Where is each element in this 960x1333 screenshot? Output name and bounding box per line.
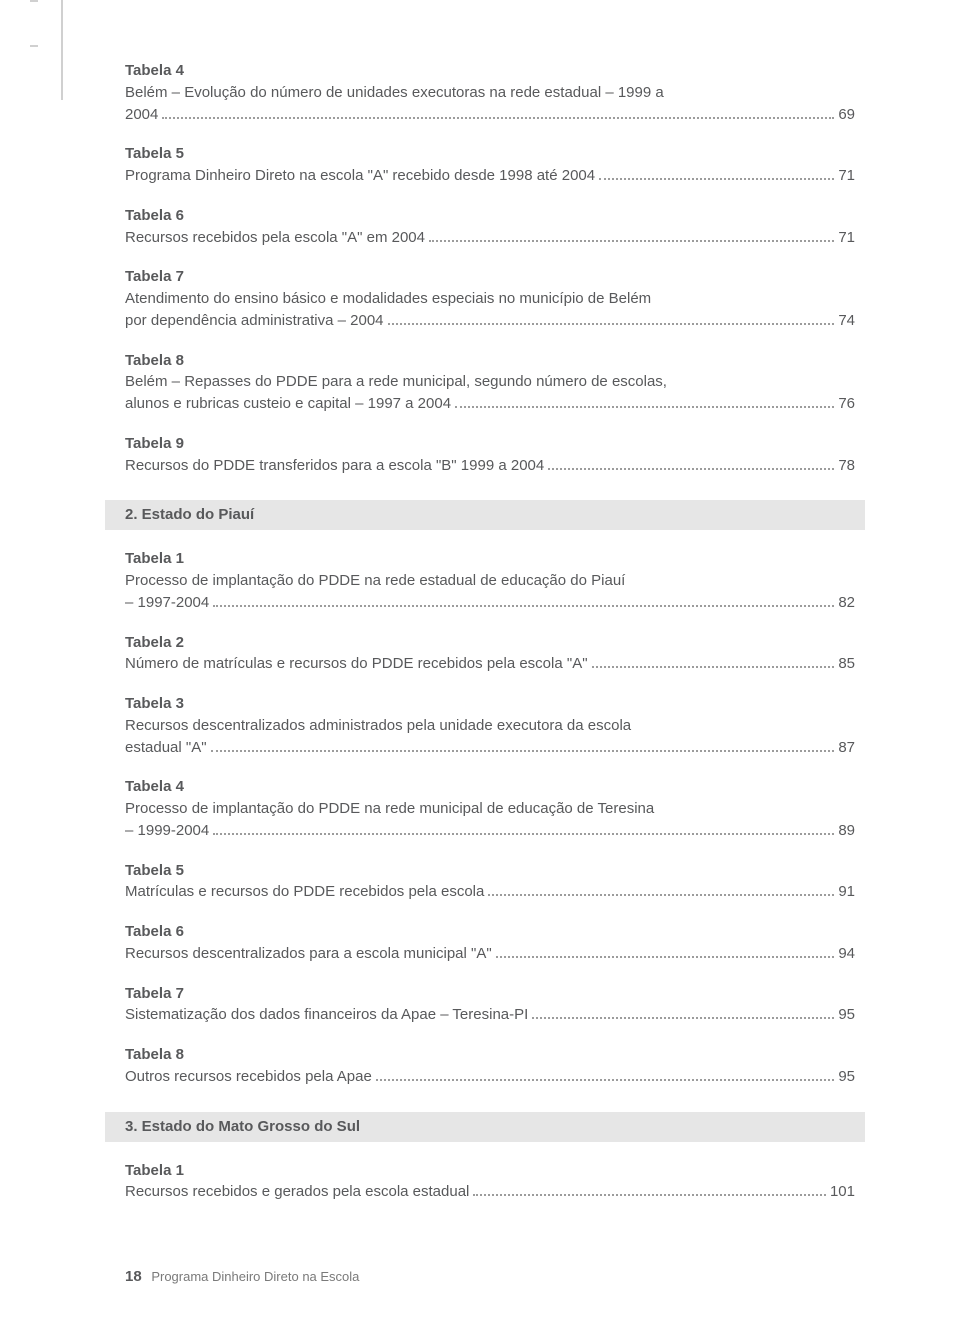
toc-entry-text: Processo de implantação do PDDE na rede … <box>125 570 855 592</box>
toc-leader-dots <box>162 117 834 119</box>
toc-entry: Tabela 8Outros recursos recebidos pela A… <box>125 1044 855 1088</box>
toc-leader-dots <box>599 178 834 180</box>
toc-entry-label: Tabela 9 <box>125 433 855 455</box>
toc-entry-text: Matrículas e recursos do PDDE recebidos … <box>125 881 484 903</box>
toc-leader-dots <box>532 1017 834 1019</box>
toc-entry-label: Tabela 8 <box>125 1044 855 1066</box>
toc-entry-page: 69 <box>838 104 855 126</box>
toc-entry-label: Tabela 4 <box>125 776 855 798</box>
toc-leader-dots <box>213 833 834 835</box>
margin-line <box>61 0 63 100</box>
toc-entry: Tabela 7Sistematização dos dados finance… <box>125 983 855 1027</box>
toc-entry-page: 78 <box>838 455 855 477</box>
toc-entry-text: Processo de implantação do PDDE na rede … <box>125 798 855 820</box>
toc-entry-text: Belém – Evolução do número de unidades e… <box>125 82 855 104</box>
toc-entry-label: Tabela 7 <box>125 983 855 1005</box>
toc-entry-page: 71 <box>838 165 855 187</box>
toc-leader-dots <box>388 323 835 325</box>
toc-entry: Tabela 2Número de matrículas e recursos … <box>125 632 855 676</box>
toc-entry: Tabela 1Processo de implantação do PDDE … <box>125 548 855 613</box>
toc-entry-text: Programa Dinheiro Direto na escola "A" r… <box>125 165 595 187</box>
toc-entry-label: Tabela 4 <box>125 60 855 82</box>
toc-entry: Tabela 1Recursos recebidos e gerados pel… <box>125 1160 855 1204</box>
toc-entry: Tabela 9Recursos do PDDE transferidos pa… <box>125 433 855 477</box>
toc-entry-text: Outros recursos recebidos pela Apae <box>125 1066 372 1088</box>
toc-entry-label: Tabela 6 <box>125 921 855 943</box>
margin-tick <box>30 45 38 47</box>
toc-entry-text: Recursos recebidos pela escola "A" em 20… <box>125 227 425 249</box>
toc-entry-text: estadual "A" <box>125 737 207 759</box>
toc-entry: Tabela 3Recursos descentralizados admini… <box>125 693 855 758</box>
toc-entry-page: 71 <box>838 227 855 249</box>
toc-entry-page: 91 <box>838 881 855 903</box>
toc-entry-text: Recursos do PDDE transferidos para a esc… <box>125 455 544 477</box>
toc-entry-text: Belém – Repasses do PDDE para a rede mun… <box>125 371 855 393</box>
toc-entry-text: Sistematização dos dados financeiros da … <box>125 1004 528 1026</box>
page-footer: 18 Programa Dinheiro Direto na Escola <box>125 1268 359 1285</box>
toc-entry-label: Tabela 1 <box>125 548 855 570</box>
toc-entry-text: alunos e rubricas custeio e capital – 19… <box>125 393 451 415</box>
toc-entry: Tabela 6Recursos recebidos pela escola "… <box>125 205 855 249</box>
toc-entry-page: 76 <box>838 393 855 415</box>
toc-entry-text: – 1999-2004 <box>125 820 209 842</box>
toc-entry-page: 89 <box>838 820 855 842</box>
toc-entry-text: – 1997-2004 <box>125 592 209 614</box>
toc-leader-dots <box>455 406 834 408</box>
section-heading-piaui: 2. Estado do Piauí <box>105 500 865 530</box>
toc-leader-dots <box>592 666 835 668</box>
toc-entry-label: Tabela 8 <box>125 350 855 372</box>
toc-leader-dots <box>211 750 835 752</box>
toc-leader-dots <box>548 468 834 470</box>
section-heading-text: 2. Estado do Piauí <box>125 506 254 523</box>
toc-entry-page: 95 <box>838 1066 855 1088</box>
toc-entry: Tabela 7Atendimento do ensino básico e m… <box>125 266 855 331</box>
toc-entry-page: 74 <box>838 310 855 332</box>
section-heading-text: 3. Estado do Mato Grosso do Sul <box>125 1118 360 1135</box>
toc-leader-dots <box>213 605 834 607</box>
toc-entry: Tabela 5Programa Dinheiro Direto na esco… <box>125 143 855 187</box>
footer-title: Programa Dinheiro Direto na Escola <box>151 1269 359 1284</box>
toc-entry-label: Tabela 5 <box>125 860 855 882</box>
toc-content: Tabela 4Belém – Evolução do número de un… <box>125 60 855 1221</box>
toc-entry-label: Tabela 5 <box>125 143 855 165</box>
toc-entry-text: 2004 <box>125 104 158 126</box>
toc-entry-label: Tabela 2 <box>125 632 855 654</box>
toc-entry-page: 95 <box>838 1004 855 1026</box>
toc-entry-label: Tabela 6 <box>125 205 855 227</box>
toc-leader-dots <box>473 1194 826 1196</box>
toc-entry: Tabela 5Matrículas e recursos do PDDE re… <box>125 860 855 904</box>
toc-entry-text: por dependência administrativa – 2004 <box>125 310 384 332</box>
toc-entry-text: Recursos descentralizados administrados … <box>125 715 855 737</box>
toc-entry-text: Recursos recebidos e gerados pela escola… <box>125 1181 469 1203</box>
toc-entry-label: Tabela 7 <box>125 266 855 288</box>
toc-entry: Tabela 8Belém – Repasses do PDDE para a … <box>125 350 855 415</box>
toc-entry-text: Atendimento do ensino básico e modalidad… <box>125 288 855 310</box>
toc-leader-dots <box>488 894 834 896</box>
toc-entry-label: Tabela 1 <box>125 1160 855 1182</box>
toc-entry-page: 101 <box>830 1181 855 1203</box>
page-number: 18 <box>125 1268 142 1285</box>
toc-leader-dots <box>376 1079 835 1081</box>
margin-tick <box>30 0 38 2</box>
toc-leader-dots <box>496 956 835 958</box>
toc-entry: Tabela 6Recursos descentralizados para a… <box>125 921 855 965</box>
toc-entry-page: 85 <box>838 653 855 675</box>
toc-entry-page: 82 <box>838 592 855 614</box>
toc-entry-page: 94 <box>838 943 855 965</box>
toc-leader-dots <box>429 240 834 242</box>
toc-entry: Tabela 4Belém – Evolução do número de un… <box>125 60 855 125</box>
toc-entry-text: Recursos descentralizados para a escola … <box>125 943 492 965</box>
toc-entry-page: 87 <box>838 737 855 759</box>
section-heading-mato-grosso: 3. Estado do Mato Grosso do Sul <box>105 1112 865 1142</box>
toc-entry-text: Número de matrículas e recursos do PDDE … <box>125 653 588 675</box>
toc-entry: Tabela 4Processo de implantação do PDDE … <box>125 776 855 841</box>
toc-entry-label: Tabela 3 <box>125 693 855 715</box>
